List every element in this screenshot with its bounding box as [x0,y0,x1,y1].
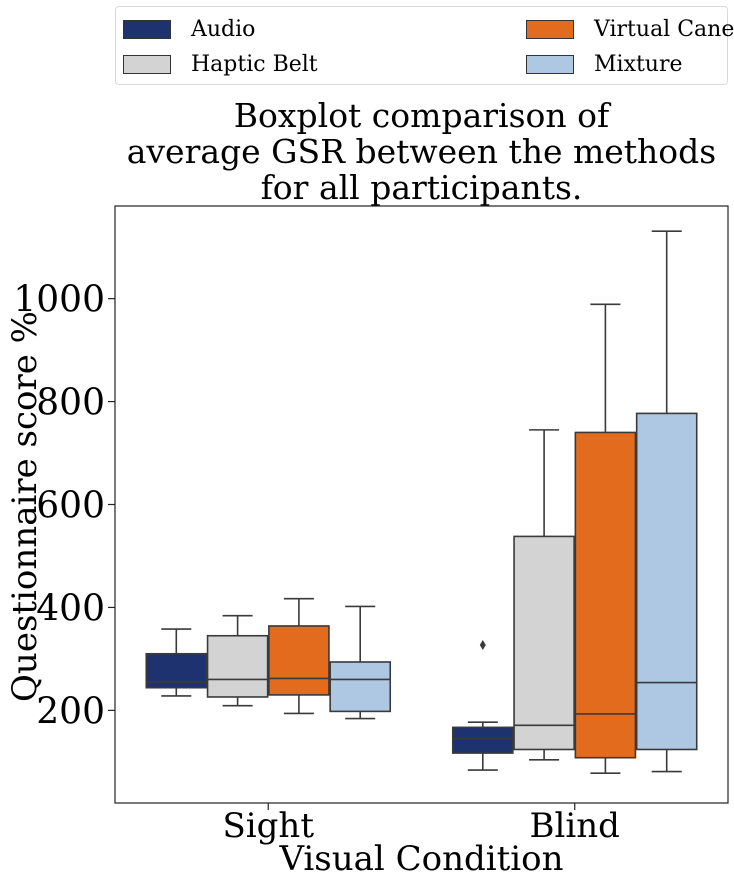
y-axis-label: Questionnaire score % [5,311,45,702]
legend-label-haptic-belt: Haptic Belt [191,51,318,77]
iqr-box-audio-blind [451,726,514,754]
y-tick-label-800: 800 [36,383,105,424]
y-tick-label-400: 400 [36,588,105,629]
legend-label-audio: Audio [191,16,256,42]
legend-item-mixture: Mixture [526,51,683,77]
boxes-layer [145,230,698,774]
iqr-box-mixture-blind [635,412,698,751]
legend-label-mixture: Mixture [594,51,683,77]
legend-swatch-audio [123,19,171,39]
iqr-box-mixture-sight [329,661,392,713]
legend-swatch-virtual-cane [526,19,574,39]
legend-item-virtual-cane: Virtual Cane [526,16,734,42]
legend-item-audio: Audio [123,16,255,42]
iqr-box-virtual-cane-blind [574,431,637,759]
box-audio-blind [451,640,514,771]
x-axis-label: Visual Condition [278,839,563,879]
box-haptic-belt-blind [513,429,575,761]
x-axis-ticks: Sight Blind [223,803,620,846]
y-tick-label-600: 600 [36,486,105,527]
box-virtual-cane-blind [574,303,637,774]
iqr-box-virtual-cane-sight [268,625,330,696]
chart-title-line-1: Boxplot comparison of [233,96,610,135]
outlier-audio-blind-0 [479,640,486,651]
chart-title: Boxplot comparison of average GSR betwee… [115,98,728,206]
legend-label-virtual-cane: Virtual Cane [594,16,734,42]
chart-title-line-3: for all participants. [260,168,583,207]
y-tick-label-200: 200 [36,691,105,732]
box-mixture-sight [329,605,392,720]
iqr-box-haptic-belt-sight [206,634,269,698]
legend-item-haptic-belt: Haptic Belt [123,51,318,77]
x-tick-label-blind: Blind [530,806,620,846]
legend: Audio Virtual Cane Haptic Belt Mixture [115,6,734,85]
legend-swatch-haptic-belt [123,54,171,74]
x-tick-label-sight: Sight [223,806,315,846]
chart-title-line-2: average GSR between the methods [126,132,717,171]
box-audio-sight [145,628,208,697]
y-axis-ticks: 200 400 600 800 1000 [13,280,115,732]
y-tick-label-1000: 1000 [13,280,105,321]
iqr-box-haptic-belt-blind [513,535,575,751]
legend-swatch-mixture [526,54,574,74]
box-mixture-blind [635,230,698,773]
box-haptic-belt-sight [206,614,269,707]
box-virtual-cane-sight [268,597,330,715]
